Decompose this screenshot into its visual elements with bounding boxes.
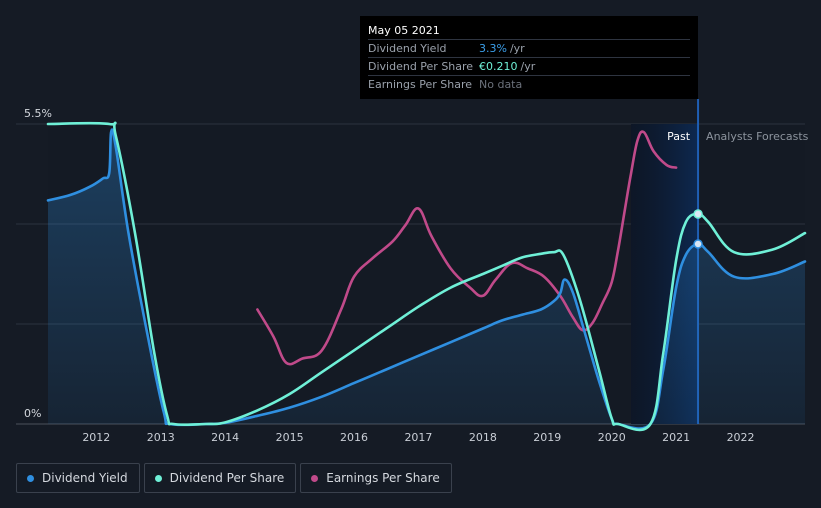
tooltip-value: €0.210 (479, 60, 518, 73)
tooltip-unit: /yr (509, 42, 525, 55)
legend-label: Dividend Per Share (169, 471, 285, 485)
tooltip-label: Earnings Per Share (368, 78, 473, 91)
cursor-markers (693, 209, 703, 249)
tooltip-date: May 05 2021 (368, 24, 440, 37)
x-tick-label: 2017 (404, 431, 432, 444)
series-lines (46, 121, 807, 432)
x-tick-label: 2016 (340, 431, 368, 444)
chart-legend: Dividend Yield Dividend Per Share Earnin… (16, 463, 452, 493)
forecast-label: Analysts Forecasts (706, 130, 809, 143)
tooltip-value: No data (479, 78, 523, 91)
dividend-per-share-line (46, 121, 807, 432)
past-label: Past (667, 130, 691, 143)
tooltip-label: Dividend Yield (368, 42, 447, 55)
chart-axes: 5.5% 0% 2012 2013 2014 2015 2016 2017 2018 2019 20… (24, 107, 809, 444)
legend-item-earnings-per-share[interactable]: Earnings Per Share (300, 463, 452, 493)
legend-dot-icon (311, 474, 319, 482)
dividend-per-share-marker (693, 209, 703, 219)
tooltip-row-earnings-per-share: Earnings Per Share No data (368, 75, 690, 93)
x-tick-label: 2021 (662, 431, 690, 444)
dividend-yield-area (48, 129, 805, 429)
series-fills (48, 129, 805, 429)
legend-label: Dividend Yield (42, 471, 128, 485)
x-tick-label: 2019 (533, 431, 561, 444)
x-tick-label: 2022 (727, 431, 755, 444)
tooltip-row-dividend-per-share: Dividend Per Share €0.210/yr (368, 57, 690, 75)
legend-item-dividend-per-share[interactable]: Dividend Per Share (143, 463, 297, 493)
x-tick-label: 2018 (469, 431, 497, 444)
y-tick-label: 0% (24, 407, 41, 420)
x-tick-label: 2015 (276, 431, 304, 444)
legend-label: Earnings Per Share (326, 471, 440, 485)
earnings-per-share-line (256, 130, 678, 366)
chart-canvas: 5.5% 0% 2012 2013 2014 2015 2016 2017 2018 2019 20… (16, 99, 809, 444)
legend-dot-icon (27, 474, 34, 482)
tooltip-label: Dividend Per Share (368, 60, 474, 73)
x-tick-label: 2014 (211, 431, 239, 444)
x-tick-label: 2020 (598, 431, 626, 444)
x-tick-label: 2012 (82, 431, 110, 444)
x-tick-label: 2013 (147, 431, 175, 444)
hover-tooltip: May 05 2021 Dividend Yield 3.3%/yr Divid… (360, 16, 698, 99)
tooltip-row-dividend-yield: Dividend Yield 3.3%/yr (368, 39, 690, 57)
y-tick-label: 5.5% (24, 107, 52, 120)
tooltip-value: 3.3% (479, 42, 507, 55)
legend-dot-icon (154, 474, 162, 482)
dividend-yield-marker (693, 239, 703, 249)
tooltip-unit: /yr (520, 60, 536, 73)
legend-item-dividend-yield[interactable]: Dividend Yield (16, 463, 140, 493)
dividend-yield-line (46, 128, 807, 430)
